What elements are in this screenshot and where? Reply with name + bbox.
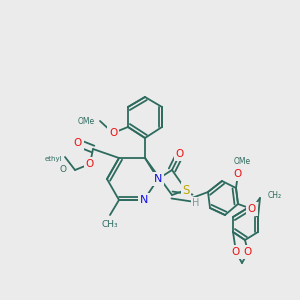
Text: O: O: [60, 166, 67, 175]
Text: ethyl: ethyl: [44, 156, 62, 162]
Text: O: O: [86, 159, 94, 169]
Text: O: O: [248, 204, 256, 214]
Text: CH₃: CH₃: [102, 220, 118, 229]
Text: O: O: [74, 138, 82, 148]
Text: S: S: [182, 184, 190, 196]
Text: N: N: [154, 174, 162, 184]
Text: O: O: [234, 169, 242, 179]
Text: OMe: OMe: [78, 116, 95, 125]
Text: O: O: [244, 247, 252, 257]
Text: O: O: [176, 149, 184, 159]
Text: CH₂: CH₂: [268, 190, 282, 200]
Text: OMe: OMe: [233, 157, 250, 166]
Text: O: O: [109, 128, 117, 138]
Text: H: H: [192, 198, 200, 208]
Text: N: N: [140, 195, 148, 205]
Text: O: O: [232, 247, 240, 257]
